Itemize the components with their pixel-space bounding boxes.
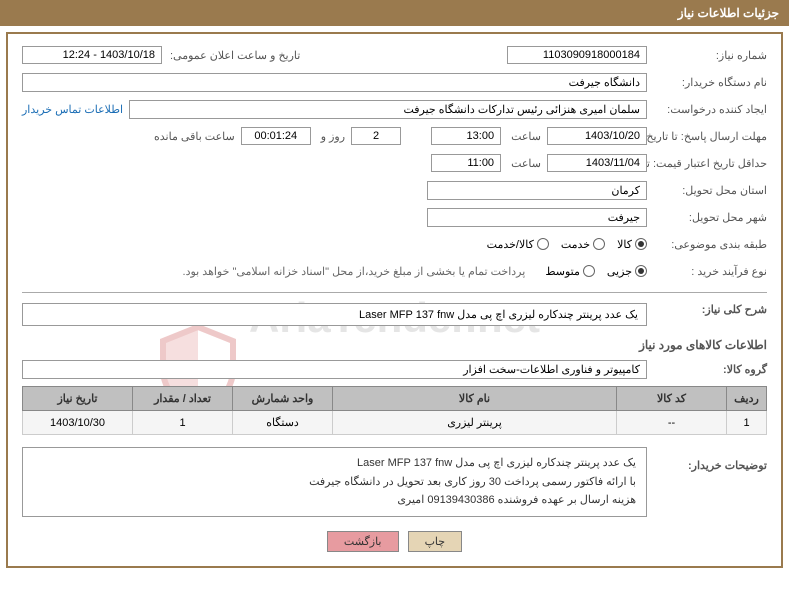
radio-both-label: کالا/خدمت bbox=[487, 238, 534, 251]
row-requester: ایجاد کننده درخواست: سلمان امیری هنزائی … bbox=[22, 98, 767, 120]
row-validity: حداقل تاریخ اعتبار قیمت: تا تاریخ: 1403/… bbox=[22, 152, 767, 174]
countdown-timer: 00:01:24 bbox=[241, 127, 311, 145]
row-process: نوع فرآیند خرید : جزیی متوسط پرداخت تمام… bbox=[22, 260, 767, 282]
radio-icon bbox=[593, 238, 605, 250]
radio-partial-label: جزیی bbox=[607, 265, 632, 278]
td-unit: دستگاه bbox=[233, 411, 333, 435]
row-description: شرح کلی نیاز: یک عدد پرینتر چندکاره لیزر… bbox=[22, 303, 767, 326]
announce-value: 1403/10/18 - 12:24 bbox=[22, 46, 162, 64]
page-header: جزئیات اطلاعات نیاز bbox=[0, 0, 789, 26]
notes-line-2: با ارائه فاکتور رسمی پرداخت 30 روز کاری … bbox=[33, 473, 636, 492]
validity-label: حداقل تاریخ اعتبار قیمت: تا تاریخ: bbox=[647, 157, 767, 170]
radio-goods[interactable]: کالا bbox=[617, 238, 647, 251]
deadline-time-label: ساعت bbox=[507, 130, 541, 143]
td-row-no: 1 bbox=[727, 411, 767, 435]
buyer-org-value: دانشگاه جیرفت bbox=[22, 73, 647, 92]
radio-icon bbox=[537, 238, 549, 250]
province-value: کرمان bbox=[427, 181, 647, 200]
td-qty: 1 bbox=[133, 411, 233, 435]
goods-table: ردیف کد کالا نام کالا واحد شمارش تعداد /… bbox=[22, 386, 767, 435]
table-header-row: ردیف کد کالا نام کالا واحد شمارش تعداد /… bbox=[23, 387, 767, 411]
print-button[interactable]: چاپ bbox=[408, 531, 463, 552]
row-buyer-org: نام دستگاه خریدار: دانشگاه جیرفت bbox=[22, 71, 767, 93]
radio-medium[interactable]: متوسط bbox=[545, 265, 595, 278]
need-number-value: 1103090918000184 bbox=[507, 46, 647, 64]
city-value: جیرفت bbox=[427, 208, 647, 227]
description-value: یک عدد پرینتر چندکاره لیزری اچ پی مدل La… bbox=[22, 303, 647, 326]
buyer-notes-label: توضیحات خریدار: bbox=[647, 441, 767, 472]
buyer-notes-box: یک عدد پرینتر چندکاره لیزری اچ پی مدل La… bbox=[22, 447, 647, 517]
deadline-label: مهلت ارسال پاسخ: تا تاریخ: bbox=[647, 130, 767, 143]
radio-service-label: خدمت bbox=[561, 238, 590, 251]
buyer-org-label: نام دستگاه خریدار: bbox=[647, 76, 767, 89]
requester-label: ایجاد کننده درخواست: bbox=[647, 103, 767, 116]
row-province: استان محل تحویل: کرمان bbox=[22, 179, 767, 201]
city-label: شهر محل تحویل: bbox=[647, 211, 767, 224]
td-date: 1403/10/30 bbox=[23, 411, 133, 435]
radio-partial[interactable]: جزیی bbox=[607, 265, 647, 278]
th-name: نام کالا bbox=[333, 387, 617, 411]
radio-goods-service[interactable]: کالا/خدمت bbox=[487, 238, 549, 251]
td-name: پرینتر لیزری bbox=[333, 411, 617, 435]
payment-note: پرداخت تمام یا بخشی از مبلغ خرید،از محل … bbox=[179, 265, 526, 278]
th-row-no: ردیف bbox=[727, 387, 767, 411]
main-frame: AriaTender.net شماره نیاز: 1103090918000… bbox=[6, 32, 783, 568]
page-title: جزئیات اطلاعات نیاز bbox=[678, 6, 779, 20]
days-remaining: 2 bbox=[351, 127, 401, 145]
notes-line-3: هزینه ارسال بر عهده فروشنده 09139430386 … bbox=[33, 491, 636, 510]
group-label: گروه کالا: bbox=[647, 363, 767, 376]
radio-icon bbox=[635, 265, 647, 277]
announce-label: تاریخ و ساعت اعلان عمومی: bbox=[166, 49, 300, 62]
contact-buyer-link[interactable]: اطلاعات تماس خریدار bbox=[22, 103, 123, 116]
button-row: چاپ بازگشت bbox=[22, 531, 767, 552]
deadline-time: 13:00 bbox=[431, 127, 501, 145]
th-unit: واحد شمارش bbox=[233, 387, 333, 411]
validity-time-label: ساعت bbox=[507, 157, 541, 170]
need-number-label: شماره نیاز: bbox=[647, 49, 767, 62]
td-code: -- bbox=[617, 411, 727, 435]
radio-icon bbox=[583, 265, 595, 277]
description-title: شرح کلی نیاز: bbox=[647, 303, 767, 316]
row-group: گروه کالا: کامپیوتر و فناوری اطلاعات-سخت… bbox=[22, 358, 767, 380]
th-code: کد کالا bbox=[617, 387, 727, 411]
validity-time: 11:00 bbox=[431, 154, 501, 172]
row-city: شهر محل تحویل: جیرفت bbox=[22, 206, 767, 228]
th-date: تاریخ نیاز bbox=[23, 387, 133, 411]
deadline-date: 1403/10/20 bbox=[547, 127, 647, 145]
back-button[interactable]: بازگشت bbox=[327, 531, 399, 552]
remaining-label: ساعت باقی مانده bbox=[150, 130, 235, 143]
table-row: 1 -- پرینتر لیزری دستگاه 1 1403/10/30 bbox=[23, 411, 767, 435]
row-buyer-notes: توضیحات خریدار: یک عدد پرینتر چندکاره لی… bbox=[22, 441, 767, 517]
days-and-label: روز و bbox=[317, 130, 345, 143]
notes-line-1: یک عدد پرینتر چندکاره لیزری اچ پی مدل La… bbox=[33, 454, 636, 473]
radio-icon bbox=[635, 238, 647, 250]
goods-info-title: اطلاعات کالاهای مورد نیاز bbox=[22, 338, 767, 352]
process-label: نوع فرآیند خرید : bbox=[647, 265, 767, 278]
province-label: استان محل تحویل: bbox=[647, 184, 767, 197]
requester-value: سلمان امیری هنزائی رئیس تدارکات دانشگاه … bbox=[129, 100, 647, 119]
category-label: طبقه بندی موضوعی: bbox=[647, 238, 767, 251]
row-need-number: شماره نیاز: 1103090918000184 تاریخ و ساع… bbox=[22, 44, 767, 66]
th-qty: تعداد / مقدار bbox=[133, 387, 233, 411]
radio-goods-label: کالا bbox=[617, 238, 632, 251]
radio-medium-label: متوسط bbox=[545, 265, 580, 278]
group-value: کامپیوتر و فناوری اطلاعات-سخت افزار bbox=[22, 360, 647, 379]
radio-service[interactable]: خدمت bbox=[561, 238, 605, 251]
row-category: طبقه بندی موضوعی: کالا خدمت کالا/خدمت bbox=[22, 233, 767, 255]
row-deadline: مهلت ارسال پاسخ: تا تاریخ: 1403/10/20 سا… bbox=[22, 125, 767, 147]
divider bbox=[22, 292, 767, 293]
validity-date: 1403/11/04 bbox=[547, 154, 647, 172]
